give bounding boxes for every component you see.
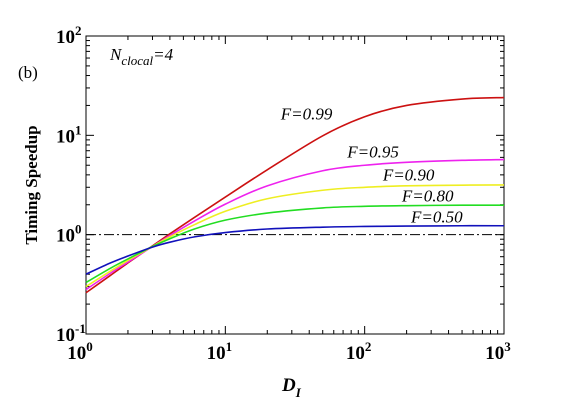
series-line-2 bbox=[85, 184, 505, 288]
series-group bbox=[85, 96, 505, 294]
annotation-suffix: =4 bbox=[153, 45, 173, 64]
series-label-0: F=0.99 bbox=[280, 104, 333, 123]
series-line-3 bbox=[85, 204, 505, 284]
x-tick-label-2: 102 bbox=[346, 339, 372, 364]
y-axis-title: Timing Speedup bbox=[22, 125, 41, 244]
series-labels: F=0.99 F=0.95 F=0.90 F=0.80 F=0.50 bbox=[280, 104, 463, 226]
y-tick-label-2: 101 bbox=[56, 122, 82, 147]
annotation-prefix: N bbox=[109, 45, 123, 64]
y-tick-label-3: 102 bbox=[56, 23, 82, 48]
y-tick-labels: 10-1 100 101 102 bbox=[56, 23, 86, 346]
x-axis-title: DI bbox=[281, 375, 302, 400]
y-tick-label-0: 10-1 bbox=[56, 321, 86, 346]
x-axis-title-main: D bbox=[281, 375, 296, 396]
y-tick-label-1: 100 bbox=[56, 222, 82, 247]
x-tick-label-0: 100 bbox=[67, 339, 93, 364]
series-label-2: F=0.90 bbox=[382, 166, 435, 185]
series-line-4 bbox=[85, 224, 505, 275]
series-label-4: F=0.50 bbox=[410, 208, 463, 227]
x-tick-labels: 100 101 102 103 bbox=[67, 339, 511, 364]
series-label-3: F=0.80 bbox=[401, 187, 454, 206]
x-tick-label-1: 101 bbox=[207, 339, 233, 364]
annotation-subscript: clocal bbox=[121, 53, 153, 68]
tick-marks bbox=[85, 36, 504, 335]
x-tick-label-3: 103 bbox=[485, 339, 511, 364]
series-label-1: F=0.95 bbox=[346, 142, 399, 161]
panel-label: (b) bbox=[18, 63, 38, 82]
x-axis-title-sub: I bbox=[295, 385, 302, 400]
series-line-1 bbox=[85, 158, 505, 291]
annotation-ncloc: Nclocal=4 bbox=[109, 45, 174, 68]
